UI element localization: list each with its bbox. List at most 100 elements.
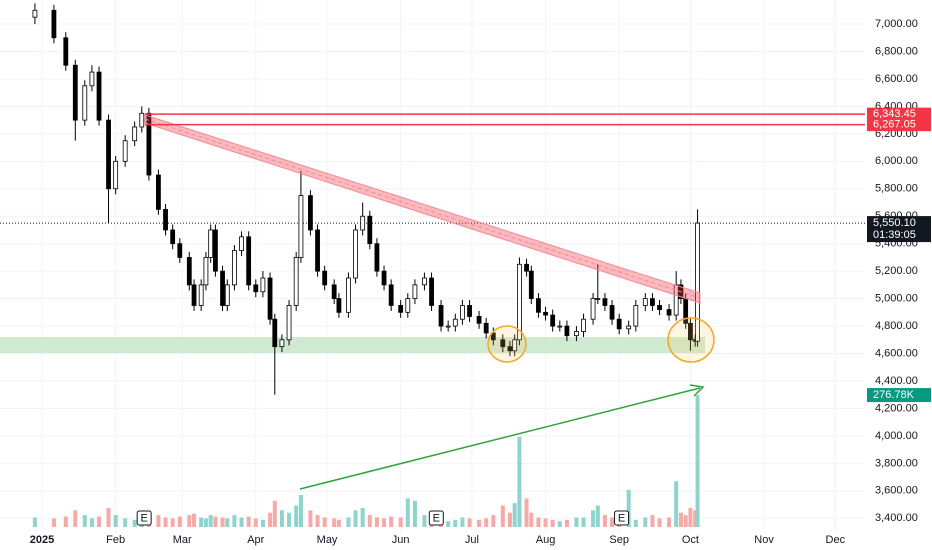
volume-bar bbox=[260, 519, 265, 527]
volume-bar bbox=[97, 516, 102, 527]
volume-bar bbox=[574, 517, 579, 527]
volume-bar bbox=[398, 517, 403, 527]
candle-body bbox=[398, 305, 404, 313]
volume-bar bbox=[123, 518, 128, 527]
y-tick-label: 4,200.00 bbox=[875, 402, 918, 414]
volume-bar bbox=[595, 505, 600, 527]
volume-bar bbox=[412, 500, 417, 527]
event-label: E bbox=[140, 512, 147, 524]
candle-body bbox=[220, 270, 225, 306]
candle-body bbox=[293, 257, 299, 306]
volume-bar bbox=[446, 521, 451, 527]
candle-body bbox=[315, 229, 320, 272]
volume-bar bbox=[51, 518, 56, 527]
candle-body bbox=[616, 318, 622, 330]
volume-tag-label: 276.78K bbox=[873, 389, 915, 401]
volume-bar bbox=[657, 518, 662, 527]
candle-body bbox=[298, 195, 304, 258]
volume-bar bbox=[484, 518, 489, 527]
candle-body bbox=[191, 284, 197, 306]
trendline-channel bbox=[144, 114, 701, 304]
volume-bar bbox=[213, 516, 218, 527]
volume-bar bbox=[667, 517, 672, 527]
candle-body bbox=[550, 314, 556, 327]
candle-body bbox=[346, 277, 351, 313]
candle-body bbox=[429, 277, 434, 306]
candle-body bbox=[438, 305, 444, 327]
candle-body bbox=[139, 112, 145, 128]
candle-body bbox=[63, 37, 69, 66]
volume-bar bbox=[232, 515, 237, 527]
candle-body bbox=[267, 277, 273, 320]
candle-body bbox=[198, 284, 204, 306]
volume-bar bbox=[287, 512, 292, 527]
candle-body bbox=[106, 119, 111, 190]
candle-body bbox=[528, 270, 534, 300]
candle-body bbox=[32, 9, 38, 18]
trendline-mid bbox=[144, 118, 701, 299]
volume-bar bbox=[683, 515, 688, 527]
volume-bar bbox=[298, 495, 303, 527]
volume-bar bbox=[512, 503, 517, 527]
y-tick-label: 5,000.00 bbox=[875, 293, 918, 305]
volume-bar bbox=[346, 517, 351, 527]
candle-body bbox=[602, 298, 608, 306]
candle-body bbox=[381, 270, 387, 286]
volume-bar bbox=[73, 510, 78, 527]
candle-body bbox=[279, 339, 285, 348]
x-tick-label: Nov bbox=[754, 534, 774, 546]
y-tick-label: 4,800.00 bbox=[875, 320, 918, 332]
volume-bar bbox=[467, 518, 472, 527]
x-tick-label: Oct bbox=[682, 534, 699, 546]
candle-body bbox=[388, 284, 394, 306]
grid bbox=[0, 0, 865, 532]
volume-bar bbox=[529, 512, 534, 527]
candle-body bbox=[122, 140, 128, 162]
candle-body bbox=[286, 305, 292, 341]
volume-bar bbox=[208, 515, 213, 527]
volume-bar bbox=[187, 515, 192, 527]
candle-body bbox=[543, 311, 548, 316]
candle-body bbox=[650, 298, 655, 306]
volume-bar bbox=[63, 516, 68, 527]
x-tick-label: Jul bbox=[465, 534, 479, 546]
candle-body bbox=[232, 250, 237, 286]
volume-bar bbox=[106, 507, 111, 527]
candle-body bbox=[557, 325, 563, 328]
candle-body bbox=[452, 318, 458, 327]
candle-body bbox=[224, 284, 230, 306]
volume-bar bbox=[491, 515, 496, 527]
volume-bar bbox=[336, 519, 341, 527]
candle-body bbox=[146, 112, 152, 176]
volume-bar bbox=[602, 515, 607, 527]
countdown: 01:39:05 bbox=[873, 229, 916, 241]
last-price-tag bbox=[867, 216, 931, 243]
axes: 3,400.00 3,600.00 3,800.00 4,000.00 4,200.00… bbox=[30, 18, 918, 546]
candle-body bbox=[476, 316, 482, 324]
volume-bar bbox=[695, 395, 700, 527]
volume-bar bbox=[678, 512, 683, 527]
candle-body bbox=[666, 309, 672, 316]
candle-body bbox=[595, 298, 601, 301]
volume-bar bbox=[453, 519, 458, 527]
volume-bar bbox=[382, 518, 387, 527]
candle-body bbox=[336, 298, 342, 313]
candle-body bbox=[177, 243, 183, 258]
candle-body bbox=[96, 71, 102, 121]
candle-body bbox=[657, 305, 662, 310]
level-tag bbox=[867, 107, 931, 121]
y-tick-label: 6,800.00 bbox=[875, 45, 918, 57]
candle-body bbox=[467, 305, 472, 317]
volume-bar bbox=[203, 518, 208, 527]
volume-bar bbox=[268, 512, 273, 527]
candle-body bbox=[260, 277, 266, 293]
level-tag-label: 6,343.45 bbox=[873, 108, 916, 120]
x-tick-label: Jun bbox=[392, 534, 410, 546]
volume-bar bbox=[132, 519, 137, 527]
candle-body bbox=[445, 325, 451, 328]
volume-bar bbox=[460, 517, 465, 527]
volume-bar bbox=[507, 512, 512, 527]
candle-body bbox=[642, 298, 648, 306]
volume-bar bbox=[192, 513, 197, 527]
